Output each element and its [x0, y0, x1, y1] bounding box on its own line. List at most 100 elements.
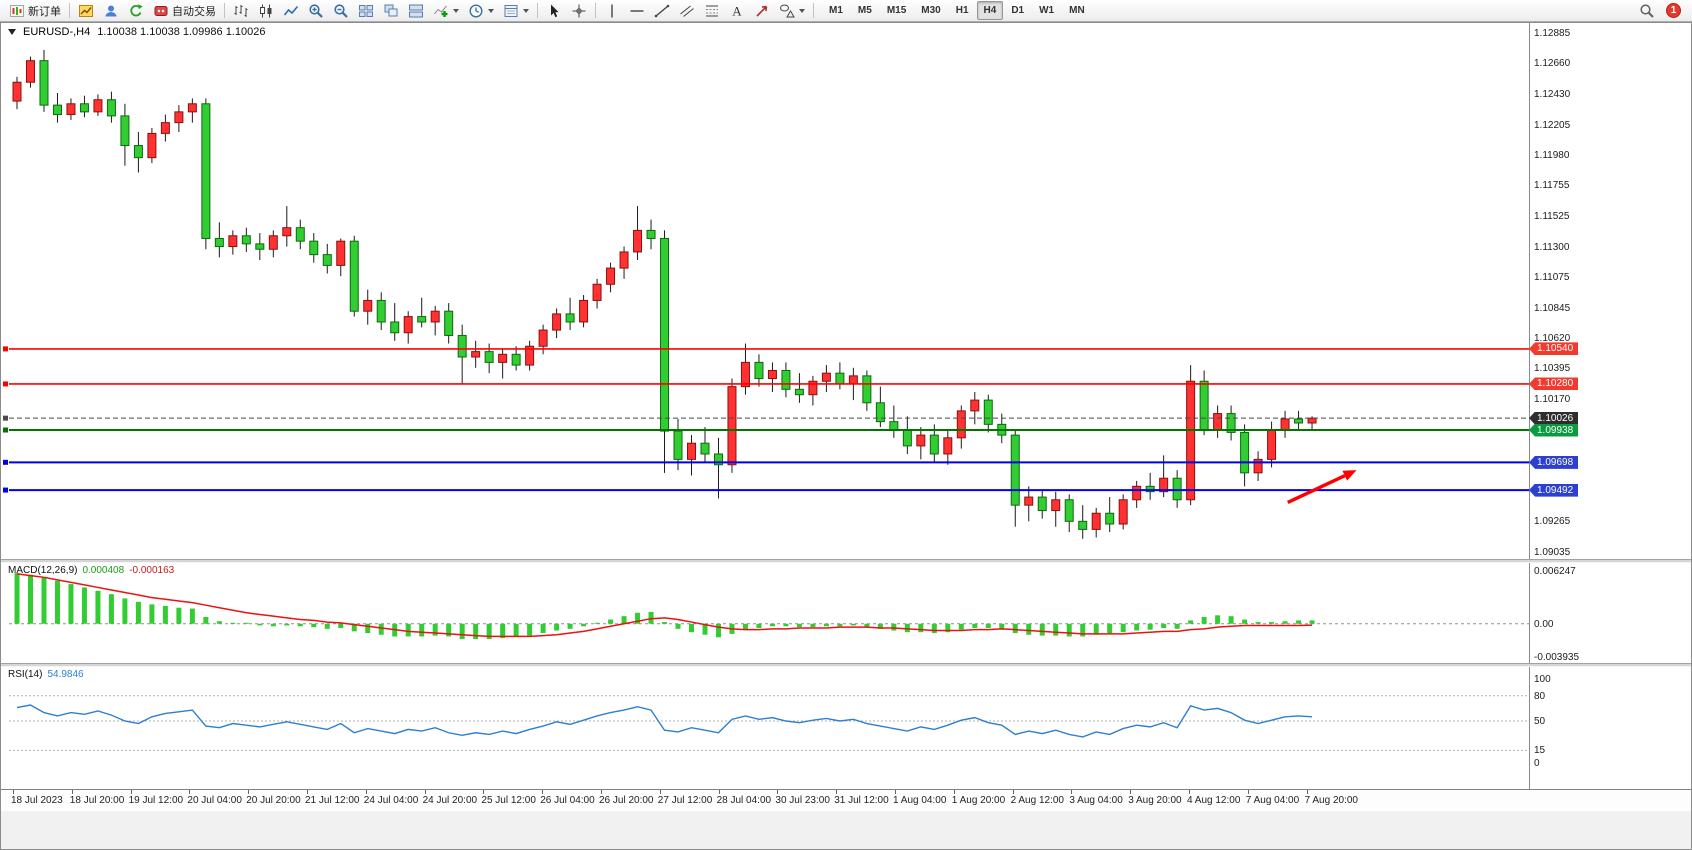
- one-click-trading-icon[interactable]: [8, 29, 16, 35]
- zoom-in-icon: [309, 3, 323, 18]
- cascade-windows-icon: [384, 4, 398, 16]
- new-chart-icon: [79, 4, 93, 17]
- timeframe-m30-button[interactable]: M30: [921, 5, 941, 16]
- search-button[interactable]: [1635, 1, 1659, 21]
- panel-divider[interactable]: [1, 559, 1691, 563]
- line-chart-type-icon: [283, 5, 299, 15]
- rsi-label: RSI(14) 54.9846: [8, 669, 84, 680]
- price-tag-1.09938: 1.09938: [1529, 423, 1579, 437]
- toolbar-separator: [595, 3, 596, 18]
- crosshair-icon: [572, 4, 586, 17]
- time-axis-label: 3 Aug 20:00: [1128, 795, 1182, 806]
- rsi-panel[interactable]: RSI(14) 54.9846 100 80 50 15 0: [1, 667, 1691, 769]
- time-axis-tick: [248, 790, 250, 794]
- ohlc-values: 1.10038 1.10038 1.09986 1.10026: [97, 26, 266, 38]
- bars-chart-type-button[interactable]: [229, 1, 253, 21]
- autotrading-icon: [154, 5, 168, 16]
- macd-scale-label: 0.006247: [1534, 566, 1576, 577]
- toolbar-separator: [537, 3, 538, 18]
- channel-tool-button[interactable]: [675, 1, 699, 21]
- refresh-button[interactable]: [124, 1, 148, 21]
- level-left-marker: [3, 427, 8, 433]
- price-tag-1.10280: 1.10280: [1529, 377, 1579, 391]
- fibonacci-tool-button[interactable]: [700, 1, 724, 21]
- time-axis-label: 26 Jul 04:00: [540, 795, 595, 806]
- zoom-out-button[interactable]: [329, 1, 353, 21]
- macd-panel[interactable]: MACD(12,26,9) 0.000408 -0.000163 0.00624…: [1, 563, 1691, 663]
- dropdown-caret-icon: [523, 8, 529, 13]
- templates-button[interactable]: [499, 1, 533, 21]
- timeframe-m5-button[interactable]: M5: [857, 5, 872, 16]
- notification-badge[interactable]: 1: [1666, 3, 1681, 18]
- timeframe-m1-button[interactable]: M1: [829, 5, 843, 16]
- cursor-tool-button[interactable]: [542, 1, 566, 21]
- profiles-button[interactable]: [99, 1, 123, 21]
- timeframe-h4-button[interactable]: H4: [976, 1, 1004, 20]
- time-axis-label: 30 Jul 23:00: [775, 795, 830, 806]
- arrow-annotation[interactable]: [1287, 474, 1346, 505]
- toolbar-right-group: 1: [1635, 1, 1687, 21]
- zoom-in-button[interactable]: [304, 1, 328, 21]
- price-scale-border: [1529, 23, 1530, 789]
- rsi-name: RSI(14): [8, 669, 43, 680]
- time-axis-tick: [1012, 790, 1014, 794]
- text-icon: A: [732, 3, 742, 18]
- line-chart-type-button[interactable]: [279, 1, 303, 21]
- rsi-scale-label: 100: [1534, 674, 1551, 685]
- crosshair-tool-button[interactable]: [567, 1, 591, 21]
- rsi-scale-label: 15: [1534, 745, 1546, 757]
- search-icon: [1640, 3, 1654, 18]
- time-axis-tick: [1247, 790, 1249, 794]
- cascade-windows-button[interactable]: [379, 1, 403, 21]
- horizontal-line-tool-button[interactable]: [625, 1, 649, 21]
- price-axis-label: 1.11300: [1534, 241, 1570, 253]
- timeframe-mn-button[interactable]: MN: [1069, 5, 1085, 16]
- indicators-button[interactable]: [429, 1, 463, 21]
- rsi-scale-label: 0: [1534, 758, 1540, 769]
- candles-chart-type-button[interactable]: [254, 1, 278, 21]
- price-axis-label: 1.12885: [1534, 28, 1571, 40]
- periods-button[interactable]: [464, 1, 498, 21]
- rsi-value: 54.9846: [47, 669, 84, 680]
- time-axis-label: 18 Jul 2023: [11, 795, 63, 806]
- time-axis-label: 20 Jul 20:00: [246, 795, 301, 806]
- trendline-tool-button[interactable]: [650, 1, 674, 21]
- timeframe-m15-button[interactable]: M15: [886, 5, 907, 16]
- level-left-marker: [3, 487, 8, 493]
- vertical-line-tool-button[interactable]: [600, 1, 624, 21]
- chart-window: EURUSD-,H4 1.10038 1.10038 1.09986 1.100…: [0, 22, 1692, 850]
- macd-main-value: 0.000408: [82, 565, 125, 576]
- price-axis-label: 1.12660: [1534, 58, 1571, 70]
- time-axis-tick: [424, 790, 426, 794]
- arrange-windows-button[interactable]: [404, 1, 428, 21]
- new-order-button[interactable]: 新订单: [5, 1, 65, 21]
- price-axis-label: 1.10845: [1534, 302, 1571, 314]
- time-axis-label: 20 Jul 04:00: [187, 795, 242, 806]
- text-tool-button[interactable]: A: [725, 1, 749, 21]
- timeframe-d1-button[interactable]: D1: [1011, 5, 1025, 16]
- shapes-tool-button[interactable]: [775, 1, 809, 21]
- time-axis-label: 2 Aug 12:00: [1010, 795, 1064, 806]
- autotrading-button[interactable]: 自动交易: [149, 1, 220, 21]
- time-axis-label: 21 Jul 12:00: [305, 795, 360, 806]
- new-order-label: 新订单: [28, 5, 61, 18]
- timeframe-h1-button[interactable]: H1: [955, 5, 969, 16]
- svg-text:A: A: [732, 3, 742, 18]
- rsi-scale-label: 80: [1534, 690, 1546, 702]
- symbol-period-label: EURUSD-,H4: [23, 26, 91, 38]
- timeframe-toolbar: M1 M5 M15 M30 H1 H4 D1 W1 MN: [822, 1, 1092, 20]
- time-axis-tick: [130, 790, 132, 794]
- new-chart-button[interactable]: [74, 1, 98, 21]
- timeframe-w1-button[interactable]: W1: [1039, 5, 1055, 16]
- toolbar-separator: [813, 3, 814, 18]
- time-axis-label: 3 Aug 04:00: [1069, 795, 1123, 806]
- main-chart[interactable]: EURUSD-,H4 1.10038 1.10038 1.09986 1.100…: [1, 23, 1691, 559]
- tile-windows-button[interactable]: [354, 1, 378, 21]
- level-left-marker: [3, 415, 8, 421]
- time-axis-tick: [365, 790, 367, 794]
- vertical-line-icon: [611, 4, 613, 17]
- arrow-label-tool-button[interactable]: [750, 1, 774, 21]
- price-tag-1.09698: 1.09698: [1529, 455, 1579, 469]
- time-scale[interactable]: 18 Jul 2023 18 Jul 20:00 19 Jul 12:00 20 Ju…: [1, 789, 1691, 811]
- panel-divider[interactable]: [1, 663, 1691, 667]
